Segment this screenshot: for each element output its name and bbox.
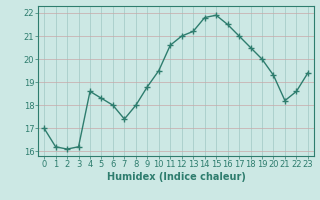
X-axis label: Humidex (Indice chaleur): Humidex (Indice chaleur) (107, 172, 245, 182)
